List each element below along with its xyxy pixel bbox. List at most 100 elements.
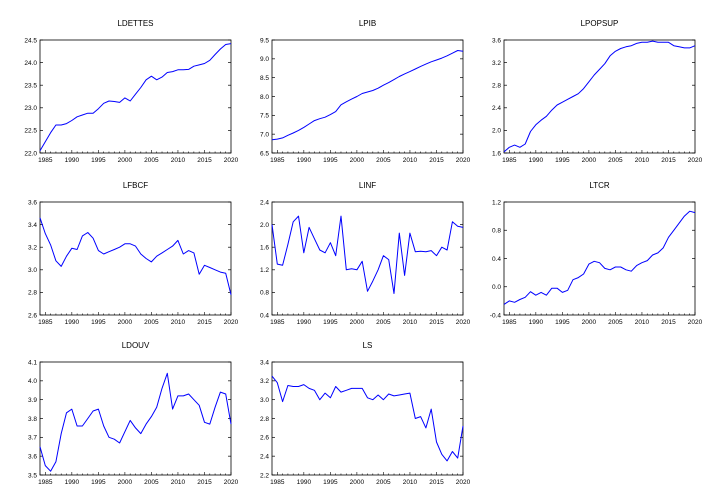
x-tick-label: 2015 [429, 319, 444, 326]
y-tick-label: 2.0 [492, 128, 501, 135]
panel-title: LS [363, 341, 373, 350]
x-tick-label: 2010 [403, 319, 418, 326]
x-tick-label: 2020 [456, 479, 471, 486]
x-tick-label: 1995 [555, 157, 570, 164]
x-tick-label: 2005 [144, 479, 159, 486]
x-tick-label: 2010 [403, 479, 418, 486]
x-tick-label: 1990 [297, 157, 312, 164]
x-tick-label: 1995 [323, 479, 338, 486]
panel-title: LINF [359, 181, 376, 190]
x-tick-label: 1990 [65, 157, 80, 164]
x-tick-label: 2005 [376, 319, 391, 326]
series-line-lpopsup [503, 40, 696, 153]
panel-ldouv: LDOUV 3.5 3.6 3.7 3.8 3.9 4.0 4.1 1985 1990 1995 20… [28, 341, 239, 486]
x-tick-label: 2005 [144, 157, 159, 164]
x-tick-label: 1995 [323, 157, 338, 164]
panel-ls: LS 2.2 2.4 2.6 2.8 3.0 3.2 3.4 1985 1990 1995 2000 2… [260, 341, 471, 486]
x-tick-label: 1985 [38, 319, 53, 326]
y-tick-label: 8.5 [260, 75, 269, 82]
y-tick-label: 2.8 [492, 83, 501, 90]
series-line-ldettes [39, 43, 232, 151]
y-tick-label: 24.5 [24, 37, 37, 44]
y-tick-label: 0.4 [492, 256, 501, 263]
panel-lfbcf: LFBCF 2.6 2.8 3.0 3.2 3.4 3.6 1985 1990 1995 2000 2… [28, 181, 239, 326]
y-tick-label: 3.9 [28, 397, 37, 404]
panel-linf: LINF 0.4 0.8 1.2 1.6 2.0 2.4 1985 1990 1995 2000 20… [260, 181, 471, 326]
series-line-linf [271, 215, 464, 294]
x-tick-label: 2015 [661, 319, 676, 326]
panel-title: LFBCF [123, 181, 148, 190]
x-tick-label: 2000 [582, 319, 597, 326]
y-tick-label: 23.0 [24, 105, 37, 112]
y-tick-label: 4.0 [28, 378, 37, 385]
panel-title: LTCR [589, 181, 610, 190]
y-tick-label: 0.0 [492, 284, 501, 291]
x-tick-label: 2010 [171, 479, 186, 486]
x-tick-label: 2000 [582, 157, 597, 164]
x-tick-label: 1985 [38, 157, 53, 164]
y-tick-label: 2.4 [492, 105, 501, 112]
panel-ltcr: LTCR -0.4 0.0 0.4 0.8 1.2 1985 1990 1995 2000 2005… [490, 181, 703, 326]
x-tick-label: 2010 [403, 157, 418, 164]
y-tick-label: 23.5 [24, 83, 37, 90]
y-tick-label: 6.5 [260, 150, 269, 157]
x-tick-label: 2015 [429, 479, 444, 486]
y-tick-label: 2.4 [260, 199, 269, 206]
x-tick-label: 1985 [38, 479, 53, 486]
x-tick-label: 1985 [270, 479, 285, 486]
plot-frame [39, 361, 232, 476]
y-tick-label: 2.6 [260, 435, 269, 442]
series-line-lfbcf [39, 217, 232, 295]
y-tick-label: 3.2 [28, 245, 37, 252]
y-tick-label: 9.0 [260, 56, 269, 63]
x-tick-label: 2010 [635, 319, 650, 326]
x-tick-label: 2005 [376, 479, 391, 486]
x-tick-label: 2015 [197, 157, 212, 164]
x-tick-label: 1995 [323, 319, 338, 326]
x-tick-label: 2010 [171, 319, 186, 326]
x-tick-label: 2005 [608, 319, 623, 326]
x-tick-label: 2020 [224, 157, 239, 164]
y-tick-label: 0.8 [492, 228, 501, 235]
plot-frame [39, 39, 232, 154]
y-tick-label: 3.8 [28, 416, 37, 423]
y-tick-label: 2.0 [260, 222, 269, 229]
y-tick-label: 1.2 [260, 267, 269, 274]
x-tick-label: 2000 [118, 479, 133, 486]
x-tick-label: 1990 [297, 319, 312, 326]
x-tick-label: 2020 [688, 319, 703, 326]
y-tick-label: -0.4 [490, 312, 502, 319]
y-tick-label: 3.7 [28, 435, 37, 442]
x-tick-label: 1985 [502, 319, 517, 326]
series-line-ltcr [503, 210, 696, 305]
x-tick-label: 1990 [65, 319, 80, 326]
y-tick-label: 3.6 [28, 199, 37, 206]
x-tick-label: 1990 [529, 157, 544, 164]
plot-frame [503, 201, 696, 316]
x-tick-label: 2020 [224, 479, 239, 486]
x-tick-label: 2000 [118, 319, 133, 326]
y-tick-label: 4.1 [28, 359, 37, 366]
x-tick-label: 1995 [91, 479, 106, 486]
y-tick-label: 1.6 [492, 150, 501, 157]
series-line-ls [271, 375, 464, 462]
y-tick-label: 8.0 [260, 94, 269, 101]
y-tick-label: 24.0 [24, 60, 37, 67]
y-tick-label: 3.5 [28, 472, 37, 479]
y-tick-label: 2.2 [260, 472, 269, 479]
y-tick-label: 7.5 [260, 113, 269, 120]
y-tick-label: 22.0 [24, 150, 37, 157]
series-line-ldouv [39, 372, 232, 472]
x-tick-label: 2000 [350, 319, 365, 326]
y-tick-label: 2.8 [28, 290, 37, 297]
x-tick-label: 2005 [144, 319, 159, 326]
y-tick-label: 3.2 [260, 378, 269, 385]
x-tick-label: 1985 [270, 319, 285, 326]
plot-frame [271, 361, 464, 476]
panel-lpib: LPIB 6.5 7.0 7.5 8.0 8.5 9.0 9.5 1985 1990 1995 200… [260, 19, 471, 164]
plot-frame [271, 39, 464, 154]
x-tick-label: 2010 [635, 157, 650, 164]
x-tick-label: 2020 [224, 319, 239, 326]
y-tick-label: 3.6 [492, 37, 501, 44]
